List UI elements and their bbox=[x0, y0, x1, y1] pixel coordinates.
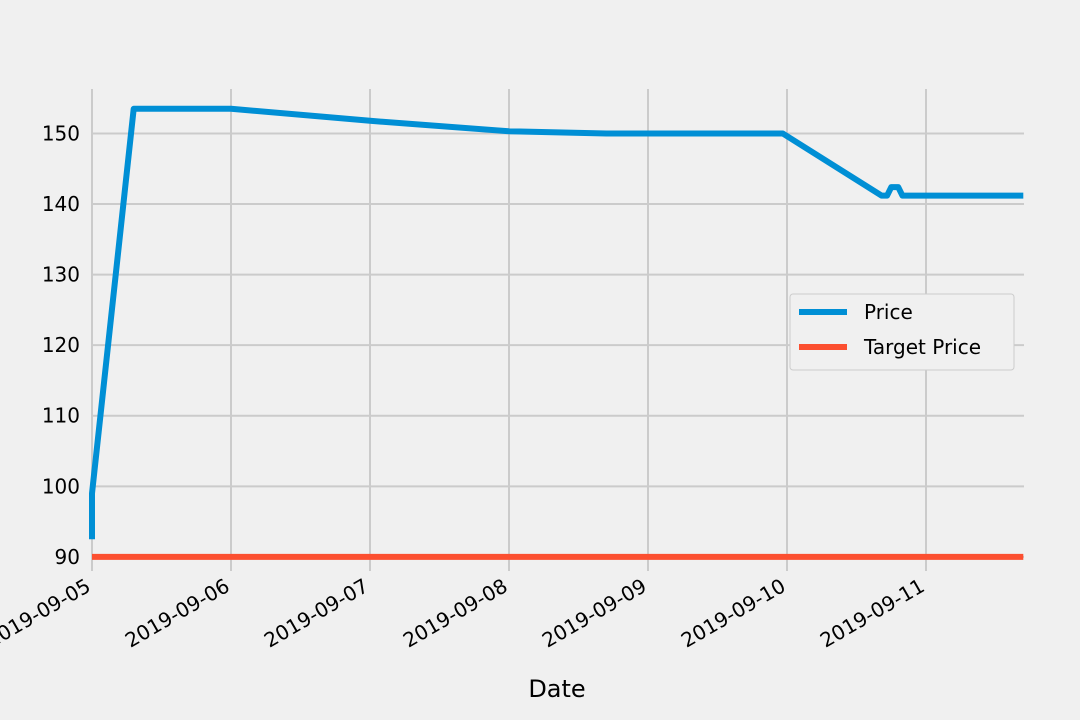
x-tick-label: 2019-09-11 bbox=[816, 574, 929, 653]
y-tick-label: 90 bbox=[55, 545, 80, 569]
y-tick-label: 150 bbox=[42, 121, 80, 145]
x-tick-label: 2019-09-05 bbox=[0, 574, 95, 653]
y-tick-label: 140 bbox=[42, 192, 80, 216]
x-tick-label: 2019-09-06 bbox=[121, 574, 234, 653]
x-tick-label: 2019-09-07 bbox=[260, 574, 373, 653]
x-tick-label: 2019-09-09 bbox=[538, 574, 651, 653]
series-line-price bbox=[89, 105, 1024, 540]
x-tick-label: 2019-09-10 bbox=[677, 574, 790, 653]
legend: Price Target Price bbox=[789, 293, 1015, 371]
y-tick-label: 120 bbox=[42, 333, 80, 357]
legend-label-target-price: Target Price bbox=[863, 335, 981, 359]
x-axis-label: Date bbox=[528, 675, 585, 703]
tick-labels: 90 100 110 120 130 140 150 2019-09-05 2019-09-06… bbox=[0, 121, 929, 652]
y-tick-label: 110 bbox=[42, 404, 80, 428]
y-tick-label: 130 bbox=[42, 263, 80, 287]
x-tick-label: 2019-09-08 bbox=[399, 574, 512, 653]
series-layer bbox=[89, 105, 1024, 560]
legend-label-price: Price bbox=[864, 300, 913, 324]
y-tick-label: 100 bbox=[42, 474, 80, 498]
